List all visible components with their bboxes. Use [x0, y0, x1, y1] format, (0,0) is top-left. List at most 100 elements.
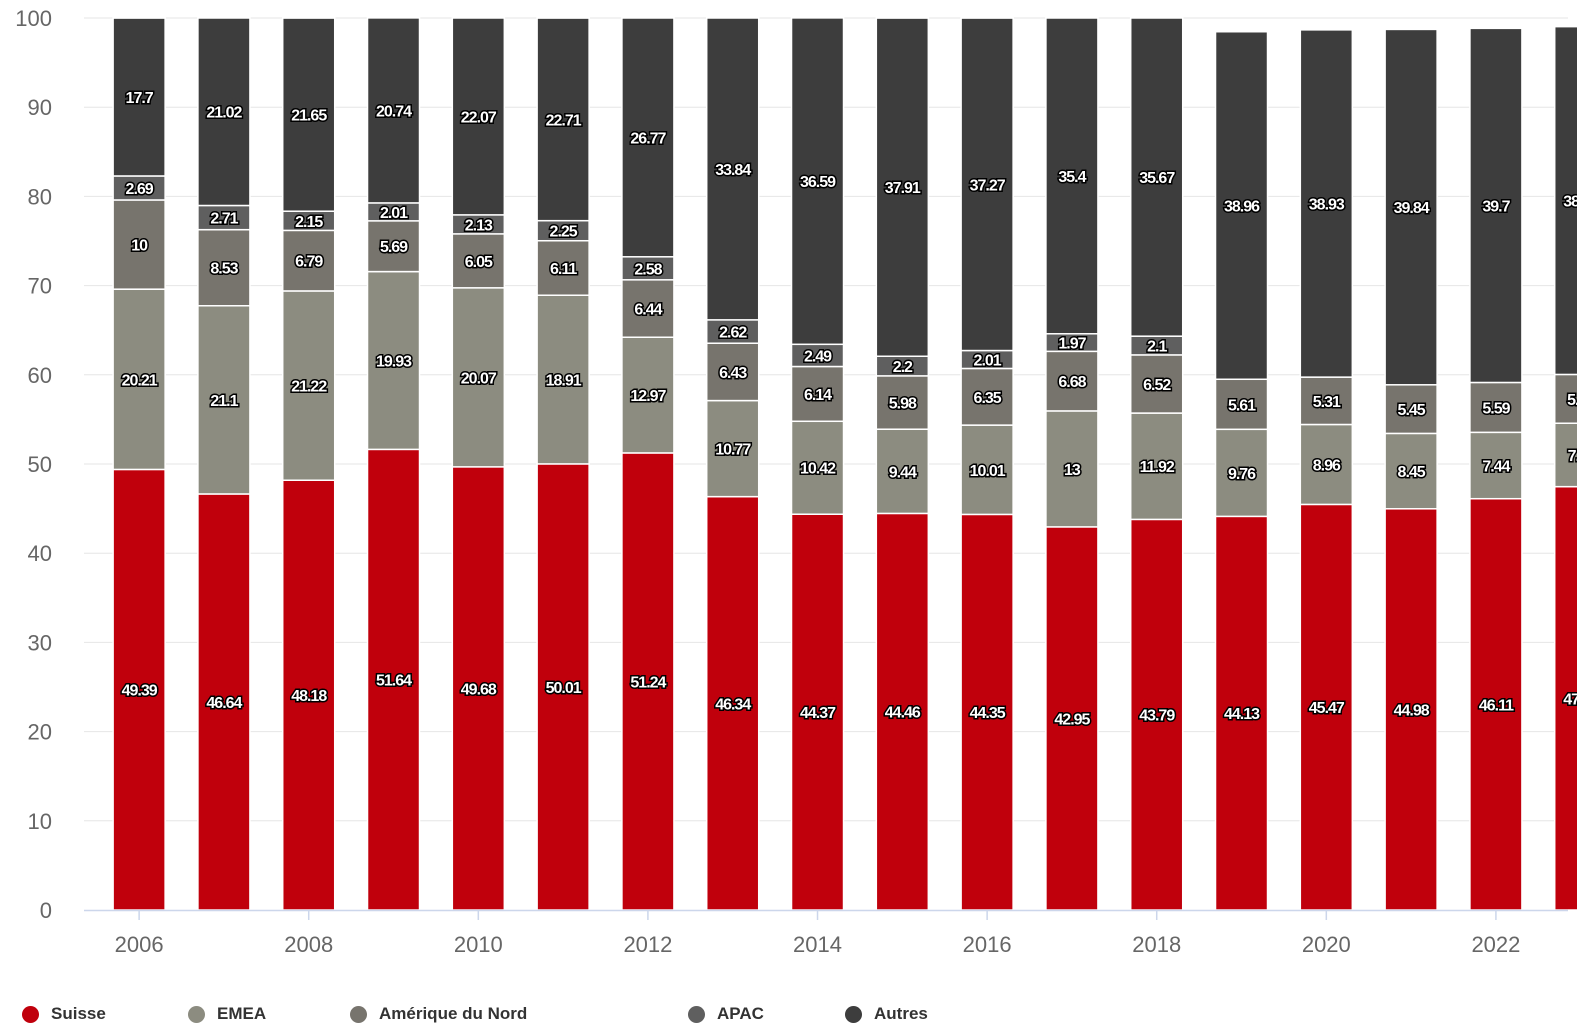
data-label: 2.49 — [804, 348, 832, 365]
bar-segment — [451, 287, 506, 468]
bar-segment — [1129, 17, 1184, 337]
data-label: 5.98 — [889, 396, 917, 413]
bar-segment — [1299, 29, 1354, 378]
legend-item[interactable]: Amérique du Nord — [350, 1000, 527, 1028]
data-label: 2.58 — [634, 261, 662, 278]
bar-segment — [536, 294, 590, 465]
data-label: 7.44 — [1482, 459, 1510, 476]
bar-segment — [1553, 422, 1577, 488]
bar-segment — [960, 367, 1014, 426]
y-tick-label: 80 — [28, 184, 52, 209]
data-label: 2.01 — [380, 205, 408, 222]
legend-swatch-icon — [350, 1005, 367, 1023]
data-label: 37.27 — [970, 177, 1006, 194]
bar-segment — [1553, 25, 1577, 376]
data-label: 35.4 — [1058, 169, 1086, 186]
bar-segment — [1553, 485, 1577, 911]
y-tick-label: 50 — [28, 452, 52, 477]
data-label: 20.74 — [376, 103, 412, 120]
bar-segment — [1129, 354, 1184, 414]
data-label: 2.62 — [719, 325, 747, 342]
data-label: 12.97 — [630, 388, 666, 405]
x-tick-label: 2014 — [793, 932, 842, 957]
data-label: 8.53 — [210, 261, 238, 278]
bar-segment — [705, 17, 760, 321]
legend-swatch-icon — [188, 1005, 205, 1023]
data-label: 38.96 — [1224, 198, 1260, 215]
bar-segment — [1045, 410, 1099, 528]
data-label: 10.42 — [800, 461, 836, 478]
bar-segment — [281, 229, 336, 292]
legend-item[interactable]: Suisse — [22, 1000, 106, 1028]
data-label: 44.46 — [885, 705, 921, 722]
data-label: 46.64 — [206, 695, 242, 712]
bar-segment — [1469, 431, 1523, 500]
data-label: 21.22 — [291, 379, 327, 396]
data-label: 13 — [1064, 462, 1081, 479]
data-label: 46.11 — [1479, 697, 1514, 714]
bar-segment — [197, 493, 251, 911]
y-tick-label: 60 — [28, 363, 52, 388]
data-label: 44.35 — [970, 705, 1006, 722]
data-label: 10 — [131, 238, 148, 255]
bar-segment — [1469, 381, 1523, 434]
data-label: 2.71 — [210, 211, 238, 228]
y-tick-label: 30 — [28, 630, 52, 655]
x-tick-label: 2016 — [963, 932, 1012, 957]
legend-item[interactable]: EMEA — [188, 1000, 266, 1028]
data-label: 43.79 — [1139, 708, 1175, 725]
x-tick-label: 2006 — [115, 932, 164, 957]
data-label: 37.91 — [885, 180, 921, 197]
legend-label: Amérique du Nord — [379, 1004, 528, 1023]
data-label: 48.18 — [291, 688, 327, 705]
bar-segment — [112, 17, 166, 177]
bar-segment — [621, 279, 675, 338]
bar-segment — [875, 428, 930, 515]
data-label: 6.52 — [1143, 377, 1171, 394]
bar-segment — [366, 17, 421, 204]
bar-segment — [790, 365, 845, 423]
legend-item[interactable]: Autres — [845, 1000, 928, 1028]
x-tick-label: 2012 — [623, 932, 672, 957]
data-label: 19.93 — [376, 353, 412, 370]
legend-label: APAC — [717, 1004, 764, 1023]
data-label: 5.45 — [1398, 402, 1426, 419]
bar-segment — [1469, 27, 1523, 384]
bar-segment — [366, 448, 421, 911]
legend-label: Suisse — [51, 1004, 106, 1023]
legend-label: EMEA — [217, 1004, 267, 1023]
bar-segment — [366, 220, 421, 273]
bar-segment — [366, 270, 421, 451]
bar-segment — [197, 17, 251, 207]
bar-segment — [621, 336, 675, 454]
bar-segment — [1129, 412, 1184, 521]
data-label: 10.77 — [715, 442, 751, 459]
data-label: 7.11 — [1568, 448, 1577, 465]
legend-label: Autres — [874, 1004, 928, 1023]
bar-segment — [1384, 384, 1438, 435]
data-label: 38.93 — [1309, 196, 1345, 213]
bar-segment — [1214, 30, 1269, 381]
data-label: 22.71 — [546, 112, 582, 129]
data-label: 5.31 — [1313, 394, 1341, 411]
data-label: 50.01 — [546, 680, 582, 697]
y-tick-label: 10 — [28, 809, 52, 834]
y-tick-label: 100 — [15, 6, 52, 31]
bar-segment — [1045, 526, 1099, 911]
data-label: 49.39 — [122, 683, 158, 700]
data-label: 2.01 — [974, 353, 1002, 370]
bar-segment — [536, 463, 590, 911]
bar-segment — [281, 17, 336, 212]
bar-segment — [705, 399, 760, 498]
legend-item[interactable]: APAC — [688, 1000, 764, 1028]
data-label: 8.45 — [1398, 464, 1426, 481]
x-tick-label: 2018 — [1132, 932, 1181, 957]
data-label: 44.13 — [1224, 706, 1260, 723]
y-tick-label: 0 — [40, 898, 52, 923]
data-label: 47.46 — [1563, 691, 1577, 708]
bar-segment — [960, 424, 1014, 516]
data-label: 9.76 — [1228, 466, 1256, 483]
bar-segment — [960, 513, 1014, 911]
data-label: 38.99 — [1563, 194, 1577, 211]
